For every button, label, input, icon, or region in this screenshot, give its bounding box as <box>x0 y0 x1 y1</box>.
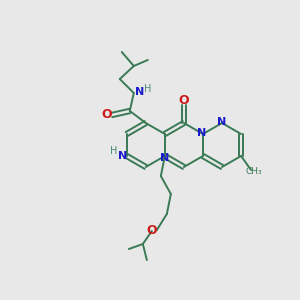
Text: O: O <box>146 224 157 238</box>
Text: CH₃: CH₃ <box>246 167 262 176</box>
Text: N: N <box>135 87 144 97</box>
Text: O: O <box>101 109 112 122</box>
Text: O: O <box>178 94 189 107</box>
Text: H: H <box>144 84 152 94</box>
Text: N: N <box>160 153 170 163</box>
Text: N: N <box>197 128 207 138</box>
Text: N: N <box>218 117 226 127</box>
Text: N: N <box>118 151 128 161</box>
Text: H: H <box>110 146 117 156</box>
